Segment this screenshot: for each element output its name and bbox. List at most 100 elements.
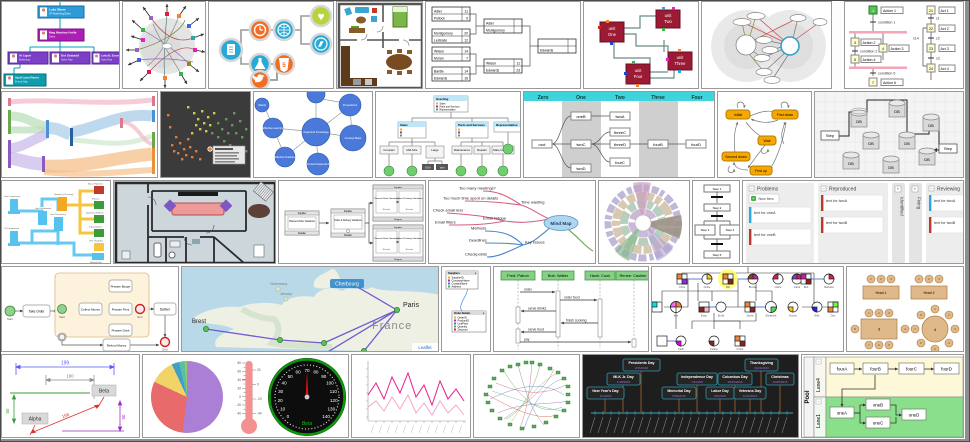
tile-supplier-groups[interactable]: Supplier Planned Order Variations Retail… [278, 180, 426, 264]
sub-start-event[interactable] [57, 304, 67, 314]
task-prepare-3[interactable] [108, 323, 133, 337]
head-table-2[interactable]: 1 2 3 Head 2 [910, 274, 948, 300]
html5-node[interactable]: 5 [272, 52, 296, 76]
ivr-root[interactable]: Greeting Sales Parts and Services Repres… [433, 95, 469, 113]
twitter-node[interactable] [249, 69, 271, 89]
tile-dimensioning[interactable]: 199 100 50 Beta Alpha 158 50 [1, 354, 140, 438]
tile-db-routing[interactable]: DB DB DB DB DB DB DB DB Step Step [814, 91, 964, 178]
tile-leaflet-map[interactable]: Cherbourg Brest Paris France Guernsey Je… [181, 266, 439, 352]
tile-instruments[interactable]: 80 60 40 20 0 -20 -40 20 0 -20 -40 0 10 20 30 4… [142, 354, 349, 438]
tile-circular-graph[interactable] [473, 354, 580, 438]
round-table-4[interactable]: 1 2 3 4 5 6 7 8 4 [910, 304, 960, 352]
tile-mindmap[interactable]: Too many meetings? Too much time spent o… [428, 180, 596, 264]
sub-end-event[interactable] [134, 303, 146, 315]
step-nodes[interactable]: Step Step [820, 130, 958, 154]
org-card-al[interactable]: Al Ligori Marketing [7, 51, 49, 65]
lane-collapse-button[interactable] [815, 398, 822, 405]
tile-floorplan-light[interactable] [336, 1, 423, 89]
task-prepare-2[interactable] [108, 302, 133, 316]
collapse-button[interactable] [820, 185, 827, 192]
table-suppliers[interactable]: Suppliers ▾ SupplierID CompanyName Contac… [445, 270, 479, 290]
collapse-button[interactable] [928, 185, 935, 192]
tile-statechart[interactable]: Initial First down Wait Second down Firs… [717, 91, 812, 178]
tile-bpmn[interactable]: Start Take Order Start Collect Money Pre… [1, 266, 179, 352]
task-prepare-1[interactable] [108, 279, 133, 293]
tile-sankey[interactable] [1, 91, 158, 178]
tile-org-chart[interactable]: Luke Warm VP Marketing/Sales Meg Meehan … [1, 1, 120, 89]
tile-timeline[interactable]: New Year's Day 1/1/2016 MLK Jr. Day 1/18/2… [582, 354, 799, 438]
tile-floorplan-dark[interactable] [113, 180, 276, 264]
org-card-april[interactable]: April Lynn Parris Events Mgr [3, 73, 47, 87]
org-card-lotta[interactable]: Lotta B. Essen Sales Rep [91, 51, 120, 65]
tile-grafcet[interactable]: 1 Action 1 condition 1 3 Action 2 condit… [844, 1, 964, 89]
tile-parallel-steps[interactable]: Step 1 Step 2 Step 3 Step 4 Step 5 [692, 180, 740, 264]
kanban-card[interactable]: text for twoB [928, 216, 964, 234]
compass-node[interactable] [309, 32, 333, 56]
tile-seating-chart[interactable]: 1 2 3 Head 1 1 2 3 Head 2 1 2 3 4 5 6 7 8 3 [846, 266, 964, 352]
tile-arc-network[interactable] [122, 1, 206, 89]
kanban-card[interactable]: text for oneB [748, 228, 812, 246]
hovered-point[interactable] [207, 146, 213, 152]
lane-collapse-button[interactable] [815, 358, 822, 365]
thermometer[interactable]: 80 60 40 20 0 -20 -40 20 0 -20 -40 [231, 355, 267, 438]
tile-swimlanes[interactable]: Pool − Lane4 − Lane1 fourA fourB fourC f… [801, 354, 964, 438]
end-event[interactable] [159, 336, 171, 348]
hub-node-left[interactable] [735, 34, 757, 56]
leaflet-attribution[interactable]: Leaflet [418, 345, 432, 350]
task-refund[interactable] [102, 338, 131, 351]
tile-icon-tree[interactable]: 5 ♥ [208, 1, 334, 89]
task-collect-money[interactable] [78, 302, 103, 316]
actor-headers[interactable]: Fred: Patron Bob: Waiter Hank: Cook Rene… [500, 270, 649, 281]
expand-button[interactable] [911, 185, 919, 193]
tile-sunburst[interactable] [598, 180, 690, 264]
heart-node[interactable]: ♥ [309, 4, 333, 28]
collapse-button[interactable] [748, 185, 755, 192]
task-take-order[interactable] [22, 304, 51, 318]
kanban-card[interactable]: text for twoA [928, 194, 964, 212]
task-deliver[interactable] [153, 302, 177, 316]
tile-tree-bands[interactable]: Zero One Two Three Four root oneB twoC two… [523, 91, 715, 178]
table-order-details[interactable]: Order Details ▾ OrderID ProductID UnitPri… [451, 310, 487, 333]
supplier-group-small[interactable]: Supplier Planned Order Variations Retail… [284, 210, 320, 236]
supplier-group-outer-bottom[interactable]: Supplier Planned Order Variations Order … [372, 224, 424, 262]
clock-node[interactable] [248, 18, 272, 42]
pie-chart[interactable] [151, 361, 223, 433]
supplier-group-mid[interactable]: Supplier Order & Delivery Variations Ret… [330, 208, 366, 238]
tile-scatter-dark[interactable] [160, 91, 251, 178]
kanban-card[interactable]: text for twoA [820, 194, 884, 212]
org-card-dot[interactable]: Dot Stubadd Sales Rep [49, 51, 91, 65]
org-card-meg[interactable]: Meg Meehan Hoffa Sales [37, 28, 85, 42]
tile-ivr-tree[interactable]: Greeting Sales Parts and Services Repres… [375, 91, 521, 178]
doc-node[interactable] [218, 37, 244, 63]
kanban-card[interactable]: text for twoB [820, 216, 884, 234]
globe-node[interactable] [272, 18, 296, 42]
alpha-node[interactable]: Alpha [21, 412, 49, 425]
tile-genogram[interactable]: Chris Chloe Bill Brooke Claire Carol Bob Bar… [651, 266, 844, 352]
start-event[interactable] [4, 305, 16, 317]
supplier-group-outer-top[interactable]: Supplier Planned Order Variations Order … [372, 184, 424, 222]
rect-table-3[interactable]: 1 2 3 4 5 6 7 8 3 [850, 308, 910, 350]
expand-button[interactable] [894, 185, 902, 193]
tile-venn-network[interactable] [701, 1, 832, 89]
kanban-column-fixing-collapsed[interactable]: + Fixing [909, 183, 922, 263]
tile-sequence-diagram[interactable]: Fred: Patron Bob: Waiter Hank: Cook Rene… [493, 266, 649, 352]
tile-kanban[interactable]: − Problems + New Item text for oneA text… [742, 180, 964, 264]
tile-concept-map[interactable]: Infants Effective Learning Organized Kno… [253, 91, 373, 178]
org-card-luke[interactable]: Luke Warm VP Marketing/Sales [37, 5, 85, 19]
hub-node-right-selected[interactable] [780, 36, 800, 56]
beta-node[interactable]: Beta [91, 384, 117, 397]
kanban-card[interactable]: text for oneA [748, 206, 812, 224]
